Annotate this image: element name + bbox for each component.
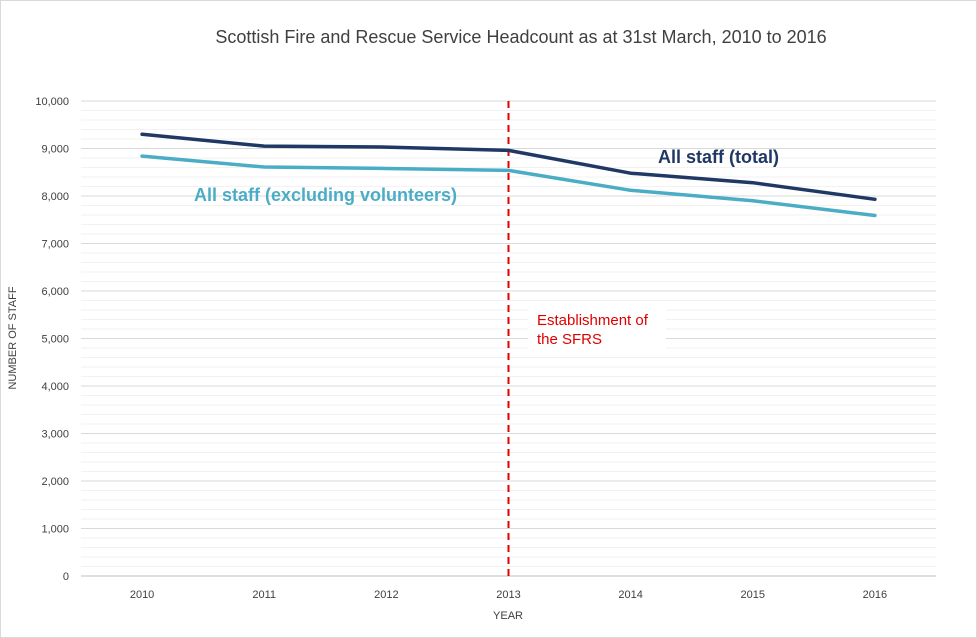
y-tick-label: 4,000 [41, 381, 69, 393]
y-tick-label: 1,000 [41, 524, 69, 536]
x-tick-label: 2013 [496, 589, 520, 601]
x-tick-label: 2011 [252, 589, 276, 601]
series-label-excluding-volunteers: All staff (excluding volunteers) [194, 185, 457, 205]
x-tick-label: 2010 [130, 589, 154, 601]
annotation-text-line1: Establishment of [537, 312, 649, 329]
x-axis-ticks: 2010 2011 2012 2013 2014 2015 2016 [130, 589, 887, 601]
y-tick-label: 9,000 [41, 144, 69, 156]
chart-title: Scottish Fire and Rescue Service Headcou… [215, 27, 826, 47]
y-tick-label: 8,000 [41, 191, 69, 203]
major-gridlines [81, 100, 936, 577]
y-tick-label: 3,000 [41, 429, 69, 441]
y-tick-label: 7,000 [41, 239, 69, 251]
series-label-total: All staff (total) [658, 147, 779, 167]
series-line [140, 132, 877, 202]
y-tick-label: 2,000 [41, 476, 69, 488]
y-axis-title: NUMBER OF STAFF [7, 286, 19, 389]
x-tick-label: 2014 [618, 589, 642, 601]
y-tick-label: 6,000 [41, 286, 69, 298]
y-axis-ticks: 0 1,000 2,000 3,000 4,000 5,000 6,000 7,000 8,00… [35, 96, 69, 583]
y-tick-label: 10,000 [35, 96, 69, 108]
annotation-text-line2: the SFRS [537, 331, 602, 348]
x-axis-title: YEAR [493, 610, 523, 622]
x-tick-label: 2015 [741, 589, 765, 601]
series-lines [140, 132, 877, 218]
y-tick-label: 0 [63, 571, 69, 583]
x-tick-label: 2016 [863, 589, 887, 601]
annotation-background [528, 306, 666, 354]
y-tick-label: 5,000 [41, 334, 69, 346]
series-line [140, 154, 877, 218]
x-tick-label: 2012 [374, 589, 398, 601]
